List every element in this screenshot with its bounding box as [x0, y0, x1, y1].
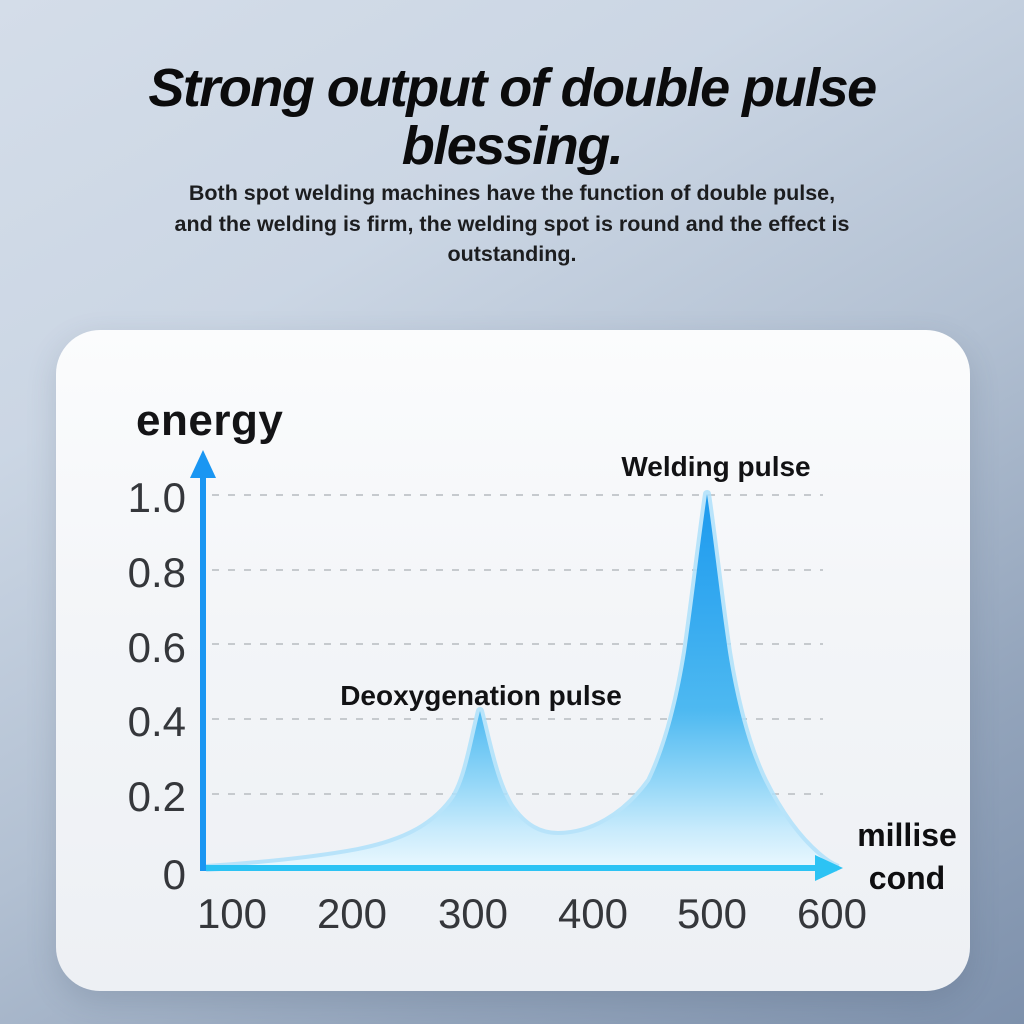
y-tick-0-4: 0.4 — [127, 698, 186, 745]
y-tick-0-8: 0.8 — [127, 549, 186, 596]
pulse-area-fill — [206, 494, 838, 868]
x-axis-arrow-icon — [815, 855, 843, 881]
x-tick-200: 200 — [316, 890, 388, 937]
page-title: Strong output of double pulse blessing. — [148, 58, 877, 176]
y-tick-1-0: 1.0 — [127, 474, 186, 521]
x-tick-500: 500 — [676, 890, 748, 937]
x-tick-300: 300 — [437, 890, 509, 937]
x-tick-100: 100 — [196, 890, 268, 937]
x-tick-400: 400 — [557, 890, 629, 937]
y-axis-arrow-icon — [190, 450, 216, 478]
y-tick-0-6: 0.6 — [127, 624, 186, 671]
page-subtitle-line-3: outstanding. — [447, 242, 577, 267]
annotation-welding-pulse: Welding pulse — [621, 451, 811, 482]
grid-lines — [212, 494, 823, 795]
y-tick-0: 0 — [162, 851, 186, 898]
page-subtitle-line-2: and the welding is firm, the welding spo… — [174, 211, 850, 236]
x-axis-unit-label: millise cond — [857, 817, 957, 897]
x-tick-600: 600 — [796, 890, 868, 937]
page-subtitle: Both spot welding machines have the func… — [112, 178, 912, 270]
y-tick-0-2: 0.2 — [127, 773, 186, 820]
page-subtitle-line-1: Both spot welding machines have the func… — [188, 181, 836, 205]
chart-card — [56, 330, 970, 991]
annotation-deoxygenation-pulse: Deoxygenation pulse — [340, 680, 622, 711]
y-axis-title: energy — [136, 396, 284, 445]
